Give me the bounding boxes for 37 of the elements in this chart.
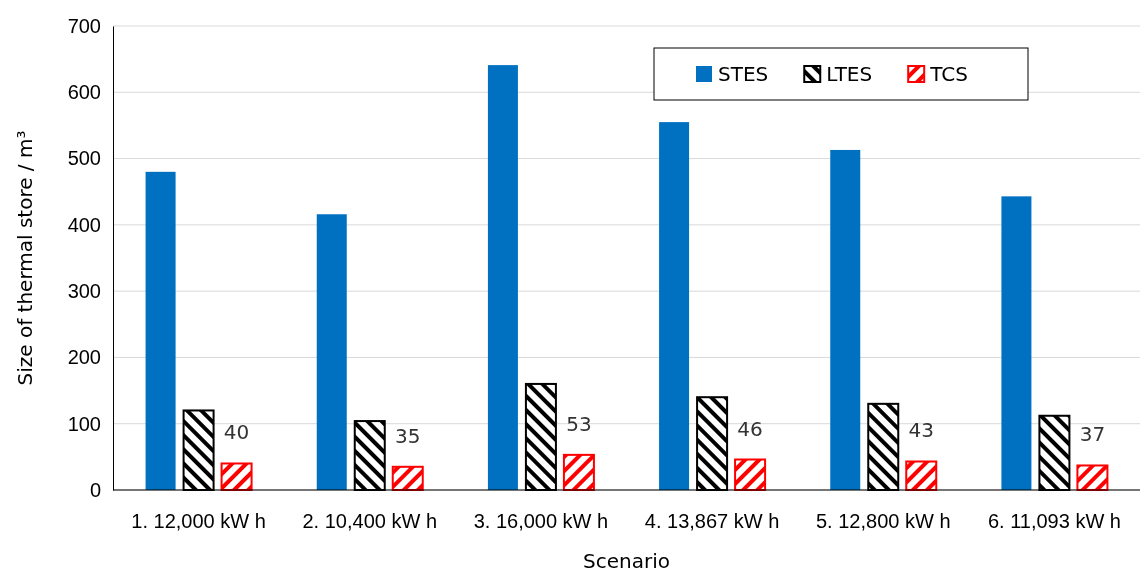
x-tick-label: 1. 12,000 kW h	[131, 510, 266, 533]
bar	[1001, 196, 1032, 490]
x-tick-label: 4. 13,867 kW h	[644, 510, 780, 533]
legend-label: TCS	[929, 62, 968, 86]
data-label: 46	[737, 416, 763, 441]
data-label: 35	[395, 423, 421, 448]
bar	[830, 149, 861, 490]
bar	[734, 458, 767, 491]
y-tick-label: 600	[67, 81, 101, 104]
legend-label: STES	[718, 62, 769, 86]
bar	[316, 214, 347, 490]
bar	[905, 460, 938, 491]
data-label: 37	[1079, 422, 1106, 447]
bar	[659, 122, 690, 490]
bar	[145, 171, 176, 490]
data-label: 53	[566, 411, 592, 436]
data-label: 40	[223, 420, 250, 445]
legend-label: LTES	[826, 62, 873, 86]
y-tick-label: 0	[89, 478, 101, 501]
y-tick-label: 500	[67, 147, 101, 170]
x-tick-label: 2. 10,400 kW h	[302, 510, 438, 533]
y-axis-title: Size of thermal store / m³	[13, 130, 37, 386]
y-tick-label: 300	[67, 280, 101, 303]
y-tick-label: 400	[67, 213, 101, 236]
bar	[562, 453, 595, 491]
y-tick-label: 200	[67, 346, 101, 369]
y-tick-label: 700	[67, 14, 101, 37]
x-tick-label: 3. 16,000 kW h	[473, 510, 609, 533]
x-tick-label: 5. 12,800 kW h	[815, 510, 951, 533]
y-tick-label: 100	[67, 412, 101, 435]
x-tick-label: 6. 11,093 kW h	[987, 510, 1121, 533]
bar	[1076, 464, 1109, 491]
data-label: 43	[908, 418, 934, 443]
bar	[487, 65, 518, 490]
x-axis-title: Scenario	[583, 549, 670, 573]
bar	[391, 465, 424, 491]
bar	[220, 462, 253, 491]
